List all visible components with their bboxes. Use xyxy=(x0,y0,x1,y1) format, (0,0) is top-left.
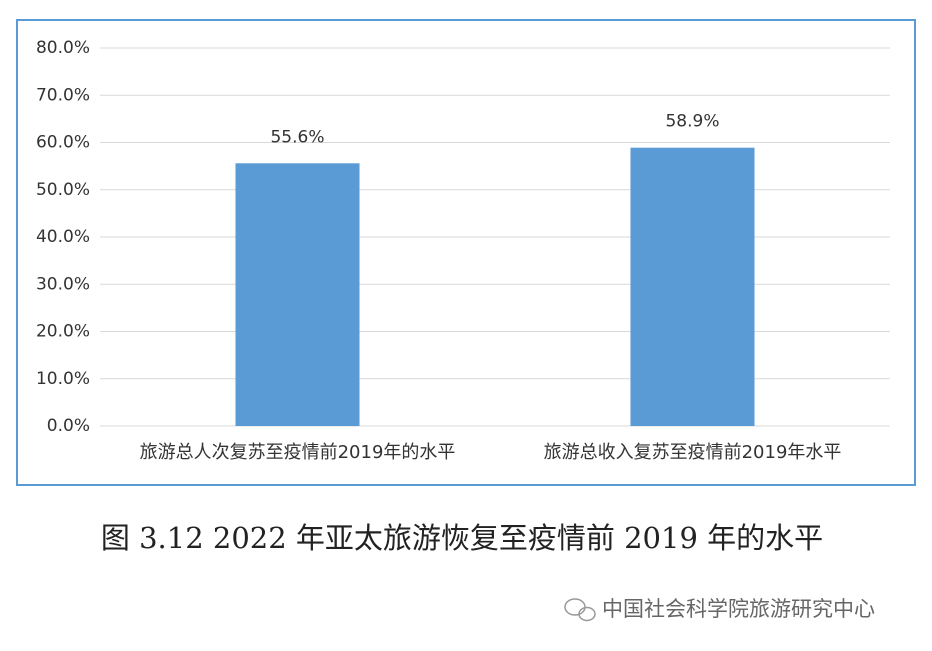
watermark-icon xyxy=(564,598,596,622)
chart-frame xyxy=(16,19,916,486)
x-tick-label: 旅游总人次复苏至疫情前2019年的水平 xyxy=(140,442,456,463)
y-tick-label: 20.0% xyxy=(36,322,90,342)
y-tick-label: 10.0% xyxy=(36,369,90,389)
x-tick-label: 旅游总收入复苏至疫情前2019年水平 xyxy=(544,442,842,463)
y-tick-label: 50.0% xyxy=(36,180,90,200)
y-tick-label: 30.0% xyxy=(36,274,90,294)
bar xyxy=(630,147,755,426)
chart-title: 图 3.12 2022 年亚太旅游恢复至疫情前 2019 年的水平 xyxy=(101,521,823,555)
value-label: 55.6% xyxy=(270,127,324,147)
y-tick-label: 60.0% xyxy=(36,133,90,153)
y-tick-label: 70.0% xyxy=(36,85,90,105)
value-label: 58.9% xyxy=(665,112,719,132)
bar xyxy=(235,163,360,427)
y-tick-label: 40.0% xyxy=(36,227,90,247)
y-tick-label: 0.0% xyxy=(47,416,90,436)
watermark: 中国社会科学院旅游研究中心 xyxy=(602,597,875,621)
y-tick-label: 80.0% xyxy=(36,38,90,58)
